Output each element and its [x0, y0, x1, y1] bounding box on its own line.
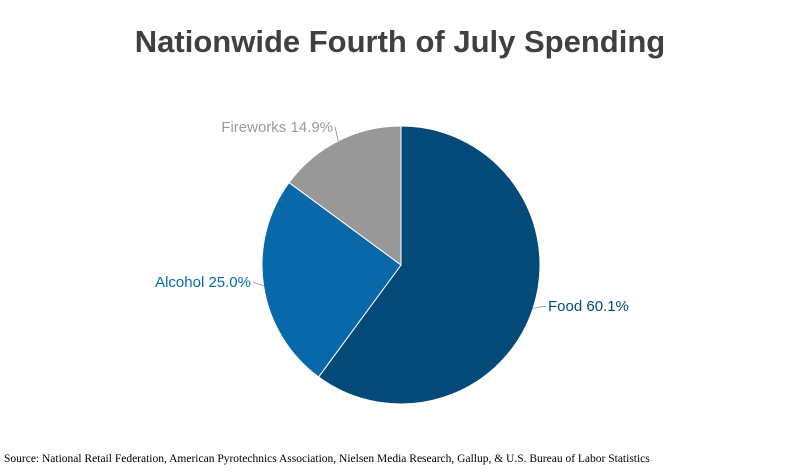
pie-slice-alcohol: [261, 181, 402, 378]
slice-label-food: Food 60.1%: [548, 298, 629, 315]
leader-line-food: [533, 305, 547, 309]
pie-slices: [261, 125, 541, 405]
leader-line-alcohol: [252, 281, 264, 287]
source-note: Source: National Retail Federation, Amer…: [4, 453, 650, 465]
slice-label-fireworks: Fireworks 14.9%: [221, 119, 333, 136]
slice-label-alcohol: Alcohol 25.0%: [155, 274, 251, 291]
pie-slice-food: [317, 125, 541, 405]
leader-line-fireworks: [334, 126, 339, 142]
slice-labels: Food 60.1% Alcohol 25.0% Fireworks 14.9%: [155, 119, 629, 315]
chart-title: Nationwide Fourth of July Spending: [134, 24, 666, 59]
label-leader-lines: [252, 126, 547, 309]
